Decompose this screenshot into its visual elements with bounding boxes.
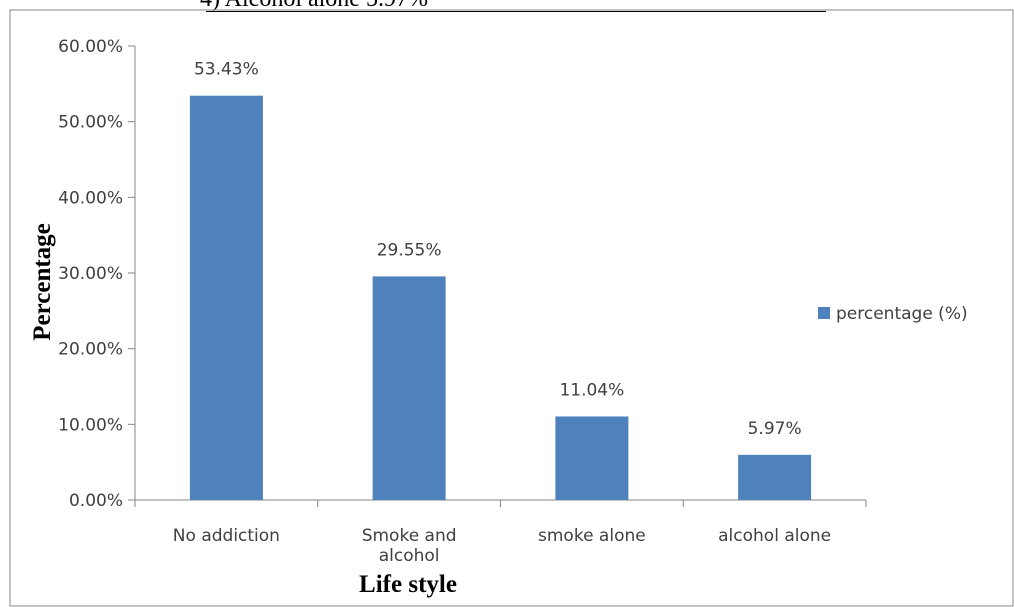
bar [555, 416, 629, 500]
y-tick-label: 50.00% [58, 113, 123, 133]
y-axis-title: Percentage [29, 223, 56, 341]
data-label: 11.04% [559, 380, 624, 400]
legend-swatch [818, 307, 830, 319]
x-tick-label: smoke alone [538, 526, 646, 546]
y-tick-label: 20.00% [58, 340, 123, 360]
x-tick-label: Smoke and alcohol [362, 526, 457, 566]
bar [738, 454, 812, 500]
y-tick-label: 0.00% [69, 491, 123, 511]
x-tick-label: alcohol alone [718, 526, 831, 546]
y-tick-label: 30.00% [58, 264, 123, 284]
clipped-header-text: 4) Alcohol alone 5.97% [200, 0, 428, 13]
data-label: 5.97% [748, 419, 802, 439]
y-axis: 0.00% 10.00% 20.00% 30.00% 40.00% 50.00% 60.00… [58, 37, 136, 511]
data-label: 53.43% [194, 60, 259, 80]
x-axis-title: Life style [359, 571, 457, 598]
bar [189, 95, 263, 500]
data-label: 29.55% [377, 240, 442, 260]
y-tick-label: 40.00% [58, 188, 123, 208]
x-axis [134, 499, 867, 507]
category-labels: No addiction Smoke and alcohol smoke alone a… [173, 526, 831, 566]
legend-label: percentage (%) [836, 304, 968, 324]
legend: percentage (%) [818, 304, 968, 324]
x-tick-label: No addiction [173, 526, 280, 546]
chart-frame [9, 9, 1014, 607]
bar [372, 276, 446, 500]
data-labels: 53.43% 29.55% 11.04% 5.97% [194, 60, 802, 439]
bars [189, 95, 812, 500]
y-tick-label: 10.00% [58, 415, 123, 435]
y-tick-label: 60.00% [58, 37, 123, 57]
clipped-header: 4) Alcohol alone 5.97% [0, 0, 1014, 16]
header-rule [206, 11, 826, 12]
